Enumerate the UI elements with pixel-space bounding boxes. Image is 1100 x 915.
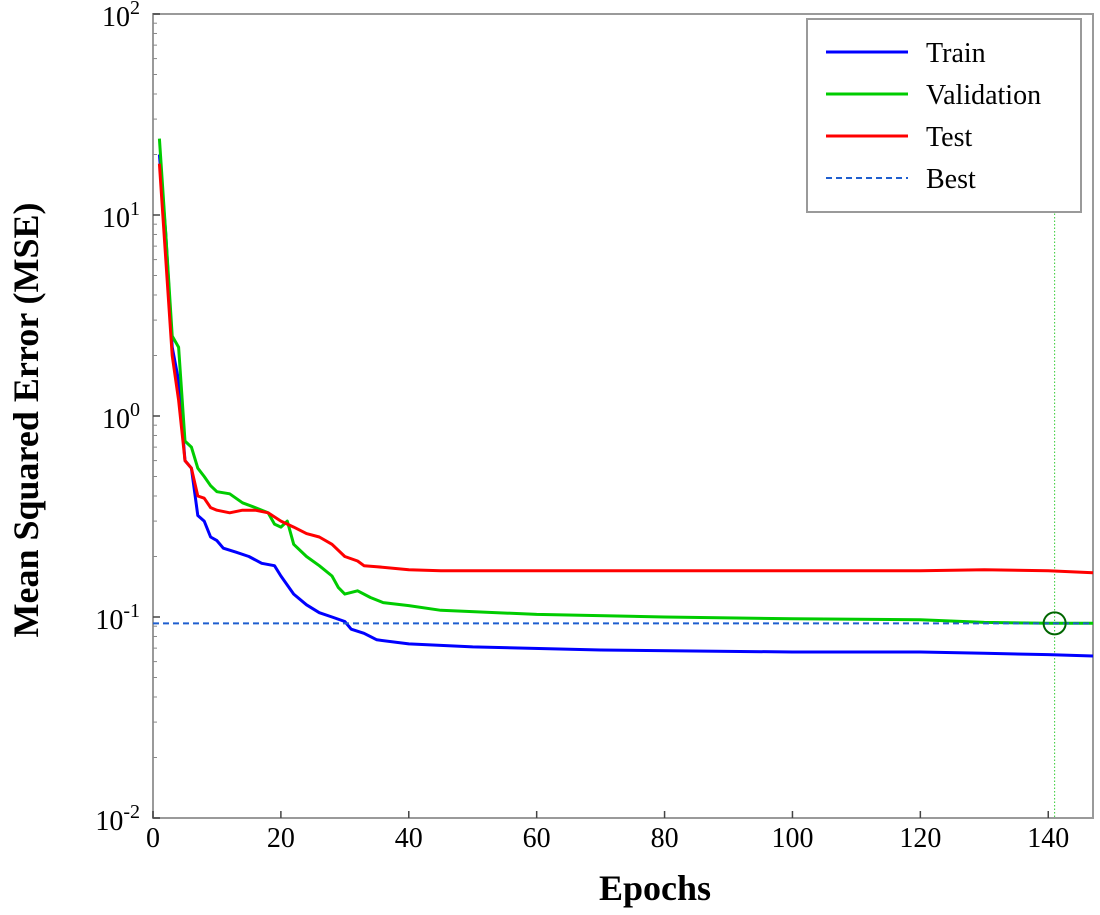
legend-label-train: Train	[926, 38, 986, 69]
series-line-test	[157, 163, 1094, 575]
y-tick-label: 101	[102, 198, 140, 234]
y-axis-ticks: 102 101 100 10-1 10-2	[95, 0, 160, 837]
legend: Train Validation Test Best	[806, 18, 1082, 213]
x-tick-label: 60	[523, 823, 551, 854]
x-tick-label: 120	[899, 823, 941, 854]
y-axis-label: Mean Squared Error (MSE)	[6, 202, 46, 637]
y-tick-label: 100	[102, 399, 140, 435]
series-lines	[153, 138, 1094, 658]
x-tick-label: 140	[1027, 823, 1069, 854]
x-axis-ticks: 0 20 40 60 80 100 120 140	[146, 811, 1069, 854]
x-tick-label: 40	[395, 823, 423, 854]
legend-label-test: Test	[926, 122, 972, 153]
best-point-marker	[1042, 611, 1067, 636]
x-tick-label: 100	[771, 823, 813, 854]
x-tick-label: 80	[651, 823, 679, 854]
legend-label-validation: Validation	[926, 80, 1041, 111]
x-axis-label: Epochs	[599, 868, 711, 908]
legend-label-best: Best	[926, 164, 976, 195]
y-tick-label: 10-1	[95, 600, 140, 636]
y-tick-label: 102	[102, 0, 140, 33]
x-tick-label: 0	[146, 823, 160, 854]
series-line-validation	[157, 138, 1093, 625]
y-tick-label: 10-2	[95, 801, 140, 837]
x-tick-label: 20	[267, 823, 295, 854]
